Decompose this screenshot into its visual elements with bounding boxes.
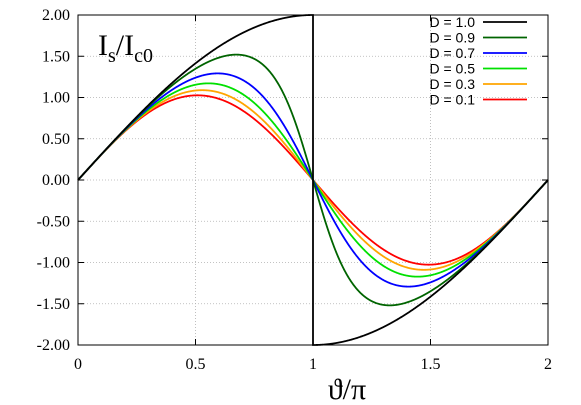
legend-label: D = 1.0 — [429, 14, 475, 30]
y-tick-label: -0.50 — [37, 213, 70, 230]
panel-label: Is/Ic0 — [98, 29, 153, 67]
legend-label: D = 0.1 — [429, 92, 475, 108]
x-tick-label: 2 — [544, 356, 552, 373]
x-tick-label: 0 — [74, 356, 82, 373]
axis-ticks: 0 0.5 1 1.5 2 2.00 1.50 1.00 0.50 0.00 -0.50 -1.00 -… — [37, 7, 552, 373]
y-tick-label: 1.00 — [42, 90, 70, 107]
legend-label: D = 0.9 — [429, 30, 475, 46]
legend-label: D = 0.3 — [429, 76, 475, 92]
y-tick-label: 0.50 — [42, 131, 70, 148]
legend-label: D = 0.7 — [429, 45, 475, 61]
y-tick-label: -1.50 — [37, 296, 70, 313]
x-tick-label: 0.5 — [186, 356, 206, 373]
x-tick-label: 1 — [309, 356, 317, 373]
x-axis-title: ϑ/π — [328, 373, 366, 405]
series-line — [77, 14, 549, 346]
x-tick-label: 1.5 — [421, 356, 441, 373]
y-tick-label: -1.00 — [37, 255, 70, 272]
y-tick-label: 0.00 — [42, 172, 70, 189]
y-tick-label: 1.50 — [42, 48, 70, 65]
legend: D = 1.0D = 0.9D = 0.7D = 0.5D = 0.3D = 0… — [429, 14, 527, 108]
y-tick-label: 2.00 — [42, 7, 70, 24]
data-curves — [77, 14, 549, 346]
y-tick-label: -2.00 — [37, 337, 70, 354]
legend-label: D = 0.5 — [429, 61, 475, 77]
